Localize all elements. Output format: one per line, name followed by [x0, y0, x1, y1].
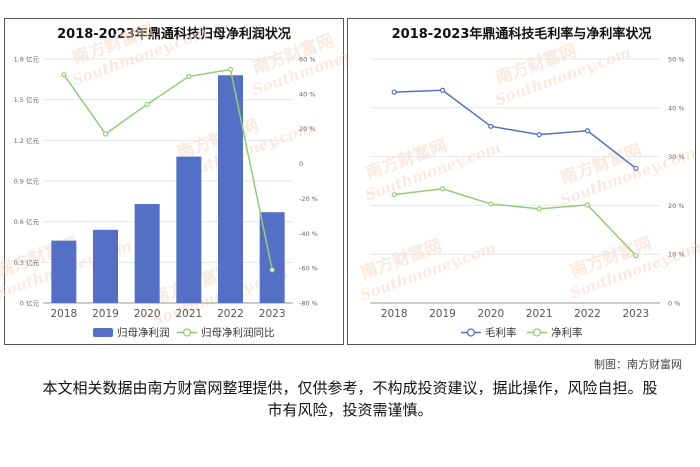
x-tick-label: 2019: [92, 308, 119, 320]
legend-label: 净利率: [551, 326, 583, 339]
x-tick-label: 2022: [217, 308, 244, 320]
legend-label: 归母净利润: [117, 326, 170, 339]
y-tick-label: 40 %: [668, 104, 685, 112]
y-tick-label: 50 %: [668, 56, 685, 64]
y2-tick-label: 60 %: [299, 56, 316, 64]
y-tick-label: 10 %: [668, 251, 685, 259]
net-profit-chart: 南方财富网Southmoney.com南方财富网Southmoney.com南方…: [0, 20, 390, 339]
data-point: [391, 192, 397, 198]
y-tick-label: 1.2 亿元: [14, 136, 40, 145]
data-point: [488, 123, 494, 129]
data-point: [102, 131, 109, 137]
data-point: [633, 253, 639, 259]
y2-tick-label: 20 %: [299, 125, 316, 133]
data-point: [439, 186, 446, 192]
legend-swatch-marker: [532, 328, 542, 337]
y2-tick-label: 0: [299, 160, 303, 168]
y2-tick-label: -80 %: [299, 300, 318, 308]
x-tick-label: 2019: [429, 308, 456, 320]
x-tick-label: 2020: [134, 308, 161, 320]
x-tick-label: 2018: [381, 308, 408, 320]
x-tick-label: 2022: [574, 308, 601, 320]
y-tick-label: 0.6 亿元: [14, 217, 40, 226]
chart-title: 2018-2023年鼎通科技毛利率与净利率状况: [391, 27, 652, 42]
data-point: [488, 201, 494, 207]
y-tick-label: 0.3 亿元: [14, 258, 40, 267]
y-tick-label: 30 %: [668, 153, 685, 161]
legend-swatch-bar: [93, 328, 113, 337]
y-tick-label: 0.9 亿元: [14, 177, 40, 186]
legend-label: 毛利率: [485, 326, 517, 339]
margin-chart-panel: 2018-2023年鼎通科技毛利率与净利率状况 南方财富网 Southmoney.…: [347, 18, 700, 345]
x-tick-label: 2021: [175, 308, 202, 320]
data-point: [536, 206, 542, 212]
legend-swatch-marker: [466, 328, 476, 337]
bar: [134, 204, 160, 303]
legend-label: 归母净利润同比: [201, 326, 275, 339]
series-line-1: [394, 188, 637, 257]
bar: [93, 229, 118, 303]
data-point: [584, 128, 591, 134]
y2-tick-label: 40 %: [299, 90, 316, 98]
y2-tick-label: -20 %: [299, 195, 318, 203]
legend-swatch-marker: [182, 328, 192, 337]
data-point: [144, 101, 150, 107]
series-line-yoy: [63, 68, 273, 271]
net-profit-chart-panel: 2018-2023年鼎通科技归母净利润状况 南方财富网Southmoney.co…: [0, 18, 390, 345]
bar: [51, 240, 77, 303]
y-tick-label: 0 %: [668, 300, 680, 308]
chart-title: 2018-2023年鼎通科技归母净利润状况: [57, 27, 291, 42]
data-point: [227, 66, 234, 73]
x-tick-label: 2023: [259, 308, 286, 320]
credit-text: 制图：南方财富网: [594, 358, 682, 371]
y-tick-label: 1.5 亿元: [14, 95, 40, 104]
series-line-0: [394, 89, 637, 169]
x-tick-label: 2018: [50, 308, 77, 320]
y-tick-label: 1.8 亿元: [14, 55, 40, 64]
data-point: [391, 89, 397, 95]
disclaimer-text: 本文相关数据由南方财富网整理提供，仅供参考，不构成投资建议，据此操作，风险自担。…: [42, 379, 658, 419]
data-point: [584, 202, 591, 208]
x-tick-label: 2023: [622, 308, 649, 320]
bar: [176, 156, 202, 303]
data-point: [186, 73, 192, 80]
y2-tick-label: -60 %: [299, 265, 318, 273]
x-tick-label: 2020: [477, 308, 504, 320]
y-tick-label: 0 亿元: [20, 299, 40, 308]
y-tick-label: 20 %: [668, 202, 685, 210]
data-point: [61, 72, 67, 78]
data-point: [536, 132, 542, 138]
data-point: [269, 267, 275, 273]
x-tick-label: 2021: [526, 308, 553, 320]
y2-tick-label: -40 %: [299, 230, 318, 238]
data-point: [439, 87, 446, 93]
data-point: [633, 165, 639, 171]
